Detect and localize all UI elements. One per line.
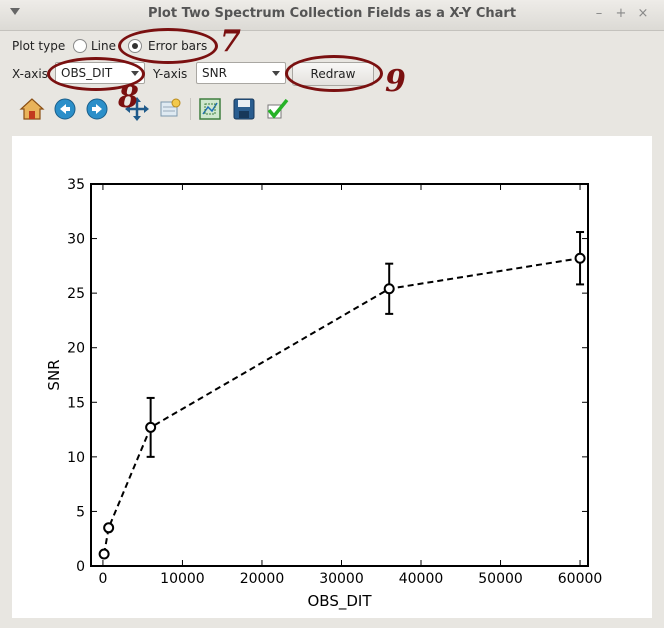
plot-type-label: Plot type — [12, 39, 66, 53]
back-icon[interactable] — [52, 96, 78, 122]
chart-svg: 0 10000 20000 30000 40000 50000 60000 0 5 10 15 20 2… — [45, 177, 603, 611]
home-icon[interactable] — [19, 96, 45, 122]
check-icon[interactable] — [264, 96, 290, 122]
y-tick-label: 20 — [67, 341, 85, 357]
y-tick-label: 0 — [76, 559, 85, 575]
annotation-ellipse-error-bars — [118, 28, 218, 64]
pan-icon[interactable] — [124, 96, 150, 122]
y-tick-label: 5 — [76, 504, 85, 520]
annotation-number-7: 7 — [220, 24, 241, 59]
annotation-ellipse-x-axis — [47, 57, 145, 91]
window-titlebar: Plot Two Spectrum Collection Fields as a… — [0, 0, 664, 31]
x-tick-label: 0 — [98, 571, 107, 587]
y-tick-label: 25 — [67, 286, 85, 302]
maximize-button[interactable]: + — [615, 6, 627, 21]
plot-canvas[interactable]: 0 10000 20000 30000 40000 50000 60000 0 5 10 15 20 2… — [12, 136, 652, 618]
annotation-ellipse-redraw — [285, 55, 383, 92]
line-radio[interactable] — [73, 39, 87, 53]
y-tick-label: 10 — [67, 450, 85, 466]
data-point — [383, 283, 395, 295]
x-tick-label: 20000 — [240, 571, 285, 587]
window-menu-icon[interactable] — [10, 8, 20, 15]
x-tick-label: 10000 — [160, 571, 205, 587]
y-axis-combo[interactable]: SNR — [196, 62, 286, 84]
x-axis-title: OBS_DIT — [308, 592, 373, 611]
plot-frame — [90, 183, 589, 567]
annotation-number-8: 8 — [118, 80, 139, 115]
line-radio-label[interactable]: Line — [91, 39, 117, 53]
chevron-down-icon — [272, 71, 280, 76]
zoom-icon[interactable] — [157, 96, 183, 122]
close-button[interactable]: × — [637, 6, 649, 21]
y-tick-label: 15 — [67, 395, 85, 411]
subplots-icon[interactable] — [197, 96, 223, 122]
y-tick-label: 30 — [67, 232, 85, 248]
y-axis-combo-value: SNR — [202, 66, 227, 80]
x-tick-label: 30000 — [319, 571, 364, 587]
data-point — [574, 252, 586, 264]
toolbar-separator — [190, 98, 191, 120]
save-icon[interactable] — [231, 96, 257, 122]
x-axis-label: X-axis — [12, 67, 48, 81]
forward-icon[interactable] — [84, 96, 110, 122]
data-point — [103, 522, 115, 534]
annotation-number-9: 9 — [385, 64, 406, 99]
data-point — [145, 421, 157, 433]
y-axis-title: SNR — [45, 359, 63, 390]
y-tick-label: 35 — [67, 177, 85, 193]
window-title: Plot Two Spectrum Collection Fields as a… — [147, 6, 517, 21]
x-tick-label: 40000 — [399, 571, 444, 587]
y-axis-label: Y-axis — [153, 67, 188, 81]
x-tick-label: 60000 — [558, 571, 603, 587]
x-tick-label: 50000 — [478, 571, 523, 587]
minimize-button[interactable]: – — [595, 6, 603, 21]
data-point — [98, 548, 110, 560]
